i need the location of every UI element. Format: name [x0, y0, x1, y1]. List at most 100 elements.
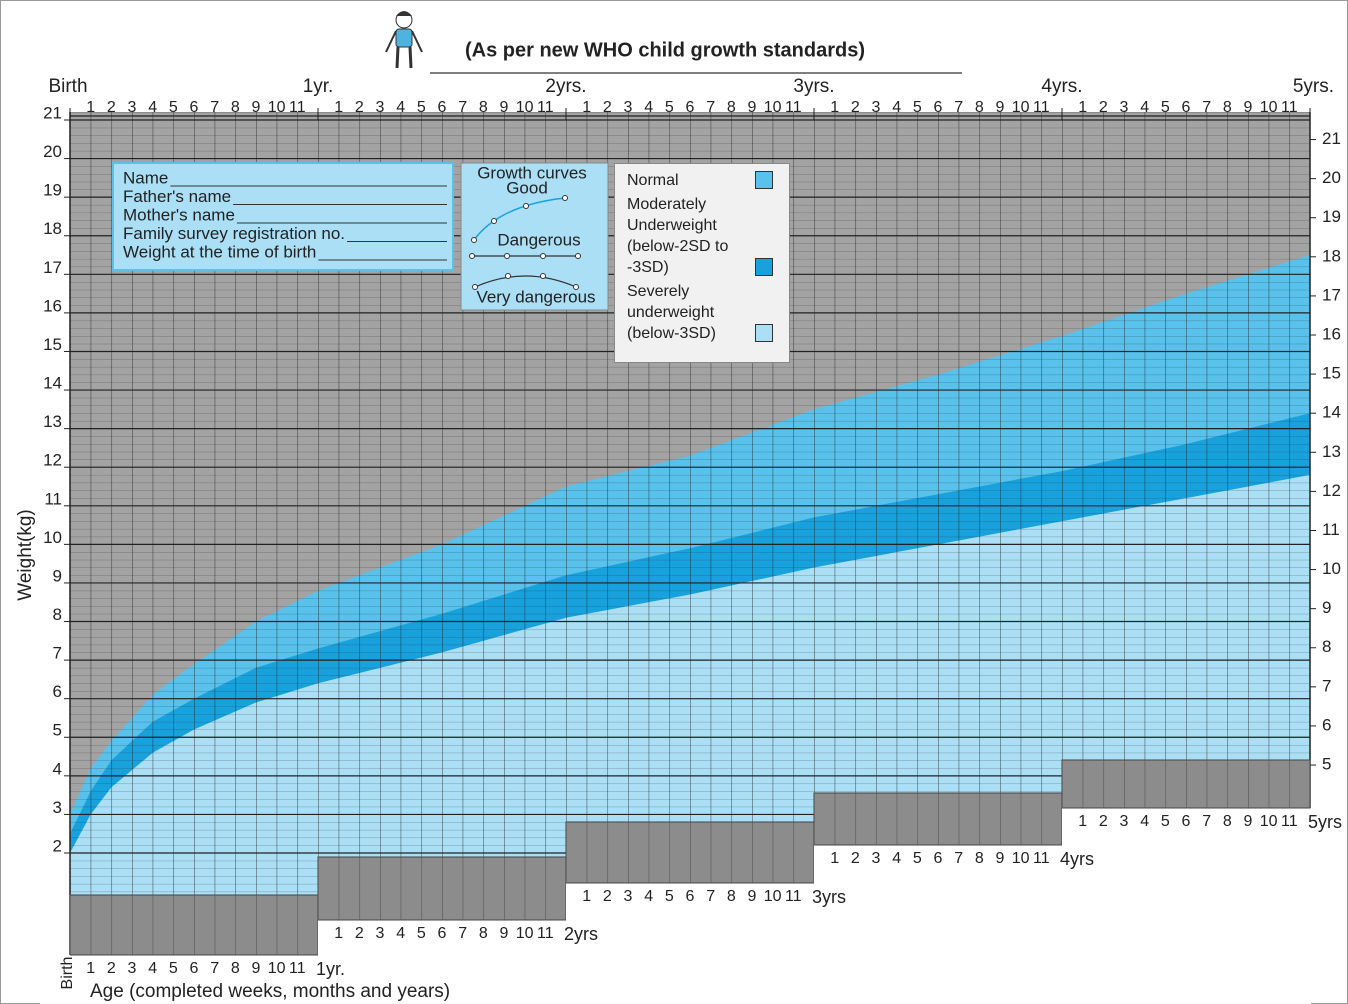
legend-swatch [755, 324, 773, 342]
y-tick-label: 16 [43, 296, 62, 315]
x-tick-label: 4yrs. [1041, 76, 1082, 97]
month-label: 11 [785, 99, 802, 116]
y-tick-label: 18 [43, 219, 62, 238]
info-field-label: Mother's name [123, 205, 235, 224]
month-label: 3 [624, 99, 633, 116]
month-label: 9 [996, 850, 1005, 867]
month-label: 10 [516, 925, 534, 942]
legend-item: Severely underweight (below-3SD) [627, 281, 773, 344]
y2-tick-label: 5 [1322, 755, 1331, 774]
month-label: 8 [231, 99, 240, 116]
month-label: 11 [1033, 850, 1050, 867]
month-label: 10 [516, 99, 534, 116]
month-label: 3 [128, 99, 137, 116]
month-label: 11 [289, 960, 306, 977]
month-label: 7 [458, 99, 467, 116]
y-tick-label: 9 [53, 566, 62, 585]
y-tick-label: 13 [43, 412, 62, 431]
growth-curve-label: Dangerous [497, 230, 580, 249]
month-label: 3 [872, 850, 881, 867]
month-label: 2 [355, 99, 364, 116]
month-label: 1 [1078, 813, 1087, 830]
growth-curve-label: Good [506, 178, 548, 197]
month-label: 10 [268, 960, 286, 977]
child-icon [385, 11, 423, 69]
month-label: 10 [1012, 850, 1030, 867]
y2-tick-label: 7 [1322, 676, 1331, 695]
month-label: 6 [438, 925, 447, 942]
month-label: 8 [1223, 813, 1232, 830]
month-label: 9 [1244, 813, 1253, 830]
month-label: 11 [1281, 813, 1298, 830]
month-label: 9 [500, 925, 509, 942]
month-label: 4 [148, 960, 157, 977]
month-label: 3 [376, 925, 385, 942]
x-axis-title: Age (completed weeks, months and years) [90, 981, 450, 1002]
legend-item: Normal [627, 170, 773, 191]
info-field-label: Father's name [123, 187, 231, 206]
month-label: 7 [1202, 99, 1211, 116]
month-label: 8 [1223, 99, 1232, 116]
x-tick-label: 1yr. [303, 76, 334, 97]
growth-curves-title: Growth curves [477, 163, 587, 182]
month-label: 2 [107, 960, 116, 977]
month-label: 7 [210, 960, 219, 977]
month-label: 5 [1161, 99, 1170, 116]
y2-tick-label: 20 [1322, 168, 1341, 187]
bottom-year-label: 3yrs [812, 887, 846, 907]
y-tick-label: 19 [43, 181, 62, 200]
growth-curves-box: Growth curves Good Dangerous Very danger… [460, 162, 609, 311]
below-block [70, 955, 319, 1004]
month-label: 2 [1099, 99, 1108, 116]
month-label: 5 [1161, 813, 1170, 830]
month-label: 4 [148, 99, 157, 116]
month-label: 1 [1078, 99, 1087, 116]
month-label: 9 [500, 99, 509, 116]
month-label: 5 [417, 99, 426, 116]
month-label: 7 [1202, 813, 1211, 830]
x-tick-label: 3yrs. [793, 76, 834, 97]
bottom-year-label: 4yrs [1060, 849, 1094, 869]
month-label: 10 [1260, 813, 1278, 830]
x-tick-label: 5yrs. [1293, 76, 1334, 97]
month-label: 7 [954, 850, 963, 867]
y-tick-label: 2 [53, 836, 62, 855]
month-label: 7 [706, 99, 715, 116]
legend-label: Normal [627, 172, 679, 189]
y-tick-label: 4 [53, 759, 62, 778]
below-block [566, 883, 815, 1004]
age-block-lines [70, 895, 318, 955]
month-label: 2 [107, 99, 116, 116]
month-label: 6 [190, 99, 199, 116]
x-tick-label: 2yrs. [545, 76, 586, 97]
y2-tick-label: 12 [1322, 481, 1341, 500]
month-label: 11 [1033, 99, 1050, 116]
month-label: 9 [748, 99, 757, 116]
age-block-lines [318, 857, 566, 920]
month-label: 1 [830, 99, 839, 116]
x-tick-label: Birth [48, 76, 87, 97]
month-label: 1 [830, 850, 839, 867]
month-label: 5 [169, 99, 178, 116]
month-label: 8 [975, 99, 984, 116]
month-label: 6 [1182, 99, 1191, 116]
month-label: 1 [86, 99, 95, 116]
y2-tick-label: 9 [1322, 598, 1331, 617]
bottom-year-label: Birth [59, 957, 76, 990]
info-field-label: Name [123, 168, 168, 187]
y2-tick-label: 18 [1322, 246, 1341, 265]
y-tick-label: 11 [44, 489, 62, 508]
y2-tick-label: 19 [1322, 207, 1341, 226]
y-tick-label: 7 [53, 644, 62, 663]
y-tick-label: 8 [53, 605, 62, 624]
y-axis-title: Weight(kg) [15, 509, 36, 601]
month-label: 3 [1120, 813, 1129, 830]
month-label: 5 [169, 960, 178, 977]
age-block-lines [566, 822, 814, 883]
month-label: 3 [376, 99, 385, 116]
below-block [318, 920, 567, 1004]
month-label: 4 [644, 888, 653, 905]
